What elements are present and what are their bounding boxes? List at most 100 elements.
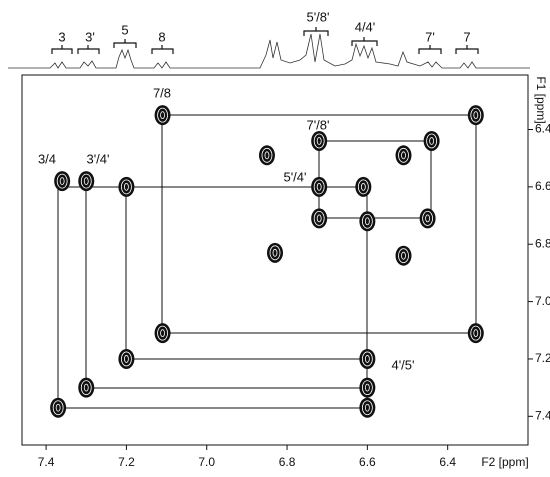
contour-ring [426, 133, 438, 149]
contour-ring [313, 179, 325, 195]
bracket [51, 45, 73, 54]
cross-peak [419, 208, 436, 229]
contour-ring [80, 173, 92, 189]
cross-peak [359, 377, 376, 398]
contour-ring [160, 111, 165, 120]
cross-peak [78, 171, 95, 192]
contour-ring [361, 380, 373, 396]
x-tick-label: 7.4 [38, 455, 55, 469]
peak-label: 7'/8' [306, 117, 329, 132]
y-tick-label: 7.2 [535, 351, 550, 365]
contour-ring [160, 329, 165, 338]
contour-ring [261, 147, 273, 163]
cross-peak [154, 105, 171, 126]
contour-ring [470, 325, 482, 341]
contour-ring [425, 214, 431, 223]
contour-ring [316, 214, 322, 223]
cross-peak [395, 245, 412, 266]
top-label: 8 [158, 29, 165, 44]
y-tick-label: 6.8 [535, 236, 550, 250]
cross-peak [359, 397, 376, 418]
bracket [151, 45, 174, 54]
contour-ring [364, 217, 370, 226]
contour-ring [401, 151, 406, 160]
bracket [303, 27, 329, 36]
x-tick-label: 7.0 [198, 455, 215, 469]
y-tick-label: 6.6 [535, 179, 550, 193]
top-label: 5 [121, 22, 128, 37]
contour-ring [313, 133, 325, 149]
contour-ring [360, 182, 366, 191]
x-tick-label: 6.4 [439, 455, 456, 469]
contour-ring [470, 107, 482, 123]
cross-peak [467, 105, 484, 126]
x-tick-label: 6.8 [279, 455, 296, 469]
contour-ring [316, 182, 322, 191]
contour-ring [83, 177, 89, 186]
contour-ring [429, 137, 435, 145]
bracket [113, 39, 137, 48]
contour-ring [357, 179, 369, 195]
top-label: 4/4' [355, 19, 376, 34]
y-tick-label: 6.4 [535, 122, 550, 136]
contour-ring [361, 400, 373, 416]
cross-peak [467, 323, 484, 344]
contour-ring [422, 211, 434, 226]
cross-peak [78, 377, 95, 398]
bracket [455, 45, 479, 54]
contour-ring [316, 137, 322, 145]
peak-label: 5'/4' [283, 169, 306, 184]
contour-ring [364, 383, 370, 392]
cross-peak [311, 130, 328, 151]
contour-ring [157, 107, 168, 123]
cross-peak [258, 145, 275, 166]
contour-ring [124, 182, 129, 191]
connectors [57, 114, 477, 409]
contour-ring [83, 383, 89, 392]
contour-ring [398, 248, 409, 264]
contour-ring [473, 111, 479, 120]
cross-peak [311, 176, 328, 197]
cross-peak [267, 242, 283, 263]
top-label: 5'/8' [306, 9, 329, 24]
top-label: 3' [85, 29, 95, 44]
y-tick-label: 7.4 [535, 408, 550, 422]
x-tick-label: 6.6 [359, 455, 376, 469]
cross-peak [118, 348, 135, 369]
bracket [77, 45, 100, 54]
contour-ring [364, 355, 370, 363]
projection-spectrum [8, 33, 530, 69]
cross-peak [311, 208, 328, 229]
plot-frame [21, 74, 529, 446]
peak-label: 7/8 [153, 85, 171, 100]
bracket [418, 45, 442, 54]
cross-peak [154, 323, 171, 344]
contour-ring [121, 179, 132, 195]
contour-ring [361, 213, 373, 229]
peak-label: 4'/5' [391, 357, 414, 372]
contour-ring [56, 173, 68, 189]
contour-ring [269, 245, 281, 261]
contour-ring [52, 400, 64, 416]
contour-ring [80, 380, 92, 396]
contour-ring [401, 251, 406, 260]
contour-ring [313, 211, 325, 226]
contour-ring [264, 151, 270, 160]
contour-ring [398, 147, 409, 163]
x-tick-label: 7.2 [118, 455, 135, 469]
cross-peak [50, 397, 67, 418]
contour-ring [272, 248, 278, 257]
top-label: 7 [463, 29, 470, 44]
y-tick-label: 7.0 [535, 294, 550, 308]
cross-peak [359, 348, 376, 369]
peak-label: 3'/4' [86, 151, 109, 166]
top-label: 3 [58, 29, 65, 44]
y-axis-label: F1 [ppm] [534, 76, 548, 123]
peak-label: 3/4 [38, 151, 56, 166]
cross-peak [423, 130, 440, 151]
x-axis-label: F2 [ppm] [481, 455, 528, 469]
bracket [351, 37, 378, 46]
contour-ring [473, 329, 479, 338]
cross-peak [355, 176, 372, 197]
